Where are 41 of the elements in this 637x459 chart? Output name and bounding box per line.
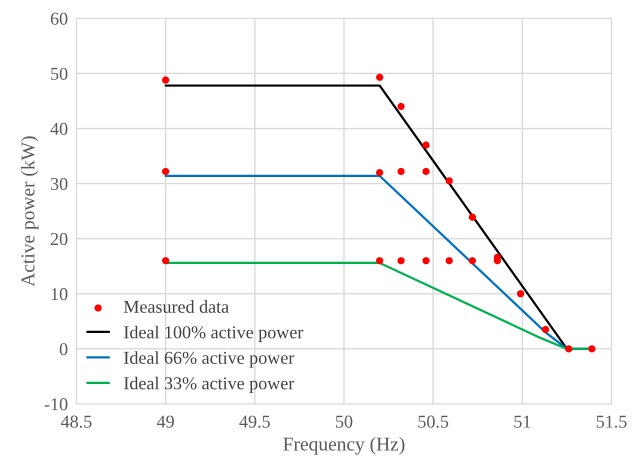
point xyxy=(162,257,170,264)
x-axis-title: Frequency (Hz) xyxy=(283,436,404,455)
y-tick-label: -10 xyxy=(44,398,68,410)
point xyxy=(376,257,384,264)
point xyxy=(588,345,596,352)
point xyxy=(397,168,405,176)
legend-label: Ideal 66% active power xyxy=(124,351,294,368)
x-tick-label: 50.5 xyxy=(418,416,448,428)
legend-label: Ideal 33% active power xyxy=(124,376,294,394)
x-tick-label: 48.5 xyxy=(60,416,92,428)
x-tick-label: 51 xyxy=(514,416,530,428)
point xyxy=(397,102,405,110)
y-tick-label: 0 xyxy=(60,343,68,356)
legend-label: Measured data xyxy=(124,300,229,313)
x-tick-label: 49 xyxy=(156,416,174,428)
y-tick-label: 40 xyxy=(50,122,68,135)
y-tick-label: 50 xyxy=(51,68,68,80)
point xyxy=(162,76,170,84)
y-axis-title: Active power (kW) xyxy=(20,136,38,287)
point xyxy=(376,74,384,81)
point xyxy=(516,290,524,298)
point xyxy=(468,214,476,221)
point xyxy=(422,168,430,176)
y-tick-label: 60 xyxy=(50,12,68,25)
y-tick-label: 10 xyxy=(52,288,68,300)
point xyxy=(446,257,453,264)
x-tick-label: 49.5 xyxy=(239,416,270,428)
point xyxy=(422,257,430,264)
point xyxy=(422,141,430,149)
y-tick-label: 20 xyxy=(50,232,68,246)
x-tick-label: 51.5 xyxy=(596,416,627,428)
point xyxy=(162,168,170,176)
point xyxy=(397,257,405,264)
x-tick-label: 50 xyxy=(336,416,352,428)
point xyxy=(565,345,572,352)
point xyxy=(446,177,453,184)
legend-label: Ideal 100% active power xyxy=(124,326,304,342)
point xyxy=(468,257,476,264)
point xyxy=(542,326,550,334)
y-tick-label: 30 xyxy=(50,178,68,190)
point xyxy=(376,168,384,176)
